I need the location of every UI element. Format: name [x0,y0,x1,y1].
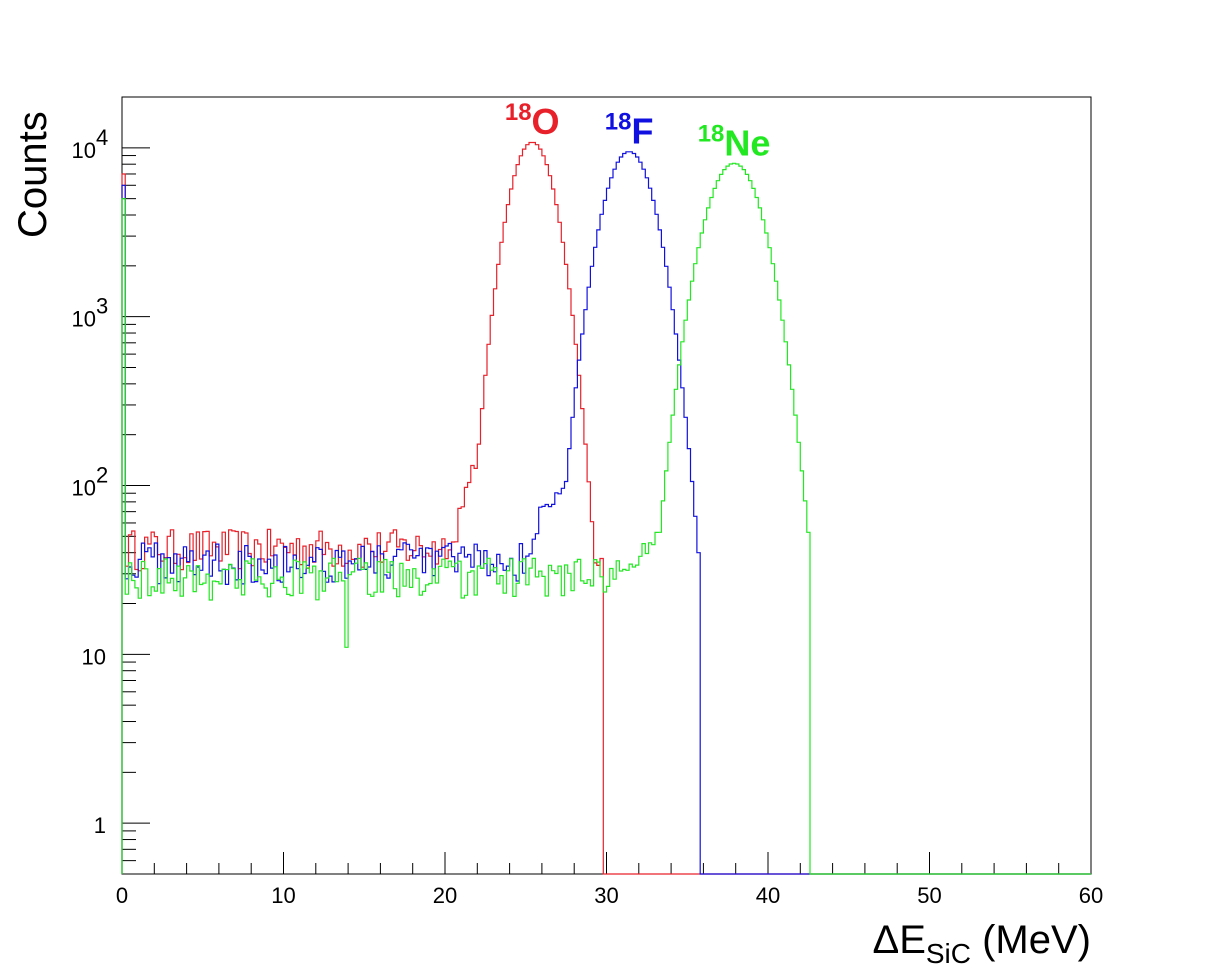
x-tick-label: 20 [433,883,457,908]
series-18o-line [121,141,1091,875]
x-tick-label: 50 [917,883,941,908]
plot-frame [121,96,1092,875]
series-layer [121,141,1091,875]
x-tick-label: 30 [594,883,618,908]
peak-label-18ne: 18Ne [698,120,771,163]
peak-labels: 18O 18F 18Ne [505,99,771,163]
x-axis-title: ΔESiC (MeV) [872,918,1091,969]
x-tick-label: 0 [116,883,128,908]
y-axis-title: Counts [11,111,55,238]
y-tick-label: 1 [94,813,106,838]
y-tick-exponent: 4 [96,125,108,150]
peak-label-18o: 18O [505,99,560,142]
y-tick-label: 10 [82,644,106,669]
y-tick-label: 10 [72,307,96,332]
y-tick-exponent: 3 [96,294,108,319]
x-tick-label: 40 [756,883,780,908]
series-18ne-line [121,162,1091,875]
series-18f-line [121,151,1091,875]
peak-label-18f: 18F [605,109,654,152]
x-tick-label: 60 [1079,883,1103,908]
y-tick-label: 10 [72,476,96,501]
x-axis: 0 10 20 30 40 50 60 [116,852,1103,908]
y-tick-exponent: 2 [96,463,108,488]
y-tick-label: 10 [72,138,96,163]
x-tick-label: 10 [271,883,295,908]
